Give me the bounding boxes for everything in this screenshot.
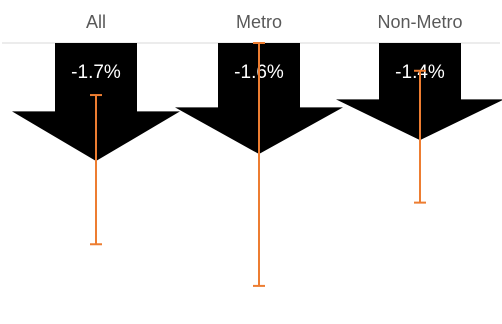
category-labels: All Metro Non-Metro	[86, 12, 463, 32]
category-label-2: Non-Metro	[377, 12, 462, 32]
error-bar-0	[90, 94, 102, 246]
bar-arrows	[12, 43, 502, 161]
value-label-0: -1.7%	[71, 62, 121, 83]
error-bars	[90, 42, 426, 287]
error-bar-1	[253, 42, 265, 287]
error-bar-2	[414, 69, 426, 204]
category-label-0: All	[86, 12, 106, 32]
category-label-1: Metro	[236, 12, 282, 32]
